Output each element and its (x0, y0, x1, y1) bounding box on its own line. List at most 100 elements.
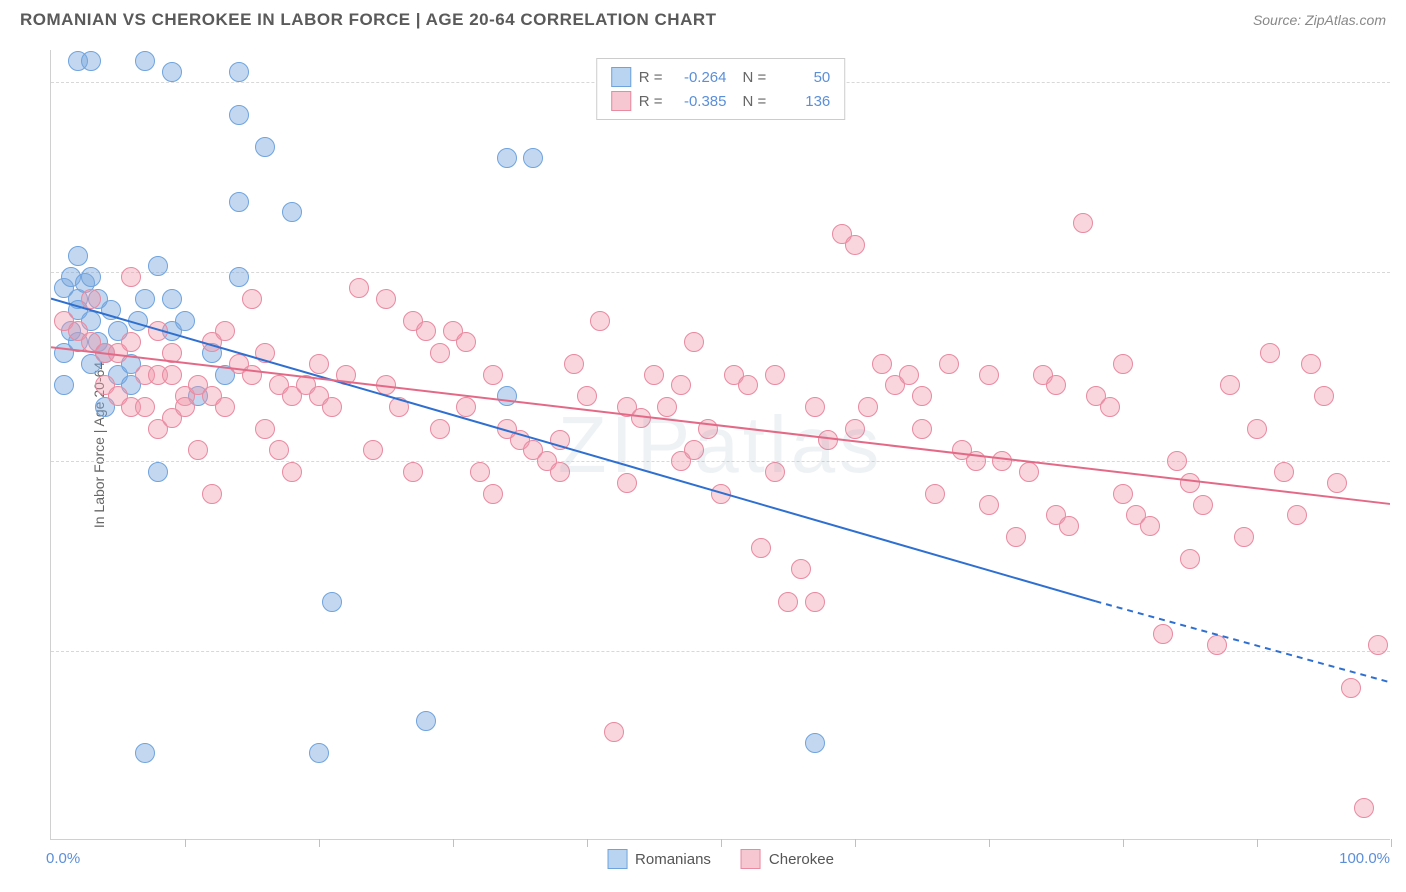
x-tick (319, 839, 320, 847)
scatter-point (81, 289, 101, 309)
scatter-point (215, 397, 235, 417)
scatter-point (765, 365, 785, 385)
scatter-point (1274, 462, 1294, 482)
scatter-point (135, 289, 155, 309)
scatter-point (430, 343, 450, 363)
scatter-point (738, 375, 758, 395)
legend-n-value: 136 (774, 93, 830, 110)
chart-plot-area: In Labor Force | Age 20-64 ZIPatlas R =-… (50, 50, 1390, 840)
grid-line (51, 272, 1390, 273)
scatter-point (229, 192, 249, 212)
scatter-point (322, 592, 342, 612)
scatter-point (309, 743, 329, 763)
scatter-point (202, 484, 222, 504)
scatter-point (1140, 516, 1160, 536)
scatter-point (939, 354, 959, 374)
scatter-point (858, 397, 878, 417)
scatter-point (416, 321, 436, 341)
scatter-point (1301, 354, 1321, 374)
x-tick (721, 839, 722, 847)
scatter-point (1153, 624, 1173, 644)
scatter-point (805, 397, 825, 417)
scatter-point (979, 495, 999, 515)
scatter-point (1260, 343, 1280, 363)
x-tick (587, 839, 588, 847)
scatter-point (1006, 527, 1026, 547)
scatter-point (162, 289, 182, 309)
legend-r-value: -0.385 (671, 93, 727, 110)
legend-n-value: 50 (774, 69, 830, 86)
scatter-point (81, 267, 101, 287)
scatter-point (403, 462, 423, 482)
scatter-point (751, 538, 771, 558)
scatter-point (1234, 527, 1254, 547)
scatter-point (657, 397, 677, 417)
scatter-point (1046, 375, 1066, 395)
scatter-point (121, 267, 141, 287)
scatter-point (1247, 419, 1267, 439)
y-tick-label: 100.0% (1400, 74, 1406, 91)
scatter-point (175, 397, 195, 417)
x-tick (1123, 839, 1124, 847)
y-tick-label: 65.0% (1400, 453, 1406, 470)
scatter-point (389, 397, 409, 417)
scatter-point (1180, 549, 1200, 569)
scatter-point (925, 484, 945, 504)
legend-label: Romanians (635, 851, 711, 868)
scatter-point (912, 386, 932, 406)
scatter-point (1314, 386, 1334, 406)
scatter-point (577, 386, 597, 406)
scatter-point (416, 711, 436, 731)
scatter-point (1019, 462, 1039, 482)
scatter-point (791, 559, 811, 579)
scatter-point (162, 343, 182, 363)
scatter-point (992, 451, 1012, 471)
scatter-point (135, 51, 155, 71)
scatter-point (269, 440, 289, 460)
scatter-point (1180, 473, 1200, 493)
scatter-point (590, 311, 610, 331)
scatter-point (523, 148, 543, 168)
legend-swatch (741, 849, 761, 869)
scatter-point (778, 592, 798, 612)
scatter-point (229, 62, 249, 82)
scatter-point (148, 462, 168, 482)
scatter-point (684, 440, 704, 460)
scatter-point (1354, 798, 1374, 818)
scatter-point (872, 354, 892, 374)
scatter-point (818, 430, 838, 450)
scatter-point (470, 462, 490, 482)
scatter-point (483, 365, 503, 385)
scatter-point (765, 462, 785, 482)
legend-swatch (611, 91, 631, 111)
scatter-point (162, 365, 182, 385)
scatter-point (148, 321, 168, 341)
scatter-point (456, 397, 476, 417)
scatter-point (215, 321, 235, 341)
scatter-point (376, 289, 396, 309)
scatter-point (483, 484, 503, 504)
correlation-legend: R =-0.264N =50R =-0.385N =136 (596, 58, 846, 120)
scatter-point (175, 311, 195, 331)
scatter-point (282, 202, 302, 222)
grid-line (51, 651, 1390, 652)
scatter-point (322, 397, 342, 417)
scatter-point (1327, 473, 1347, 493)
scatter-point (631, 408, 651, 428)
legend-stat-row: R =-0.264N =50 (611, 65, 831, 89)
series-legend: RomaniansCherokee (607, 849, 834, 869)
scatter-point (550, 462, 570, 482)
x-tick (453, 839, 454, 847)
scatter-point (644, 365, 664, 385)
scatter-point (242, 289, 262, 309)
scatter-point (497, 148, 517, 168)
scatter-point (255, 419, 275, 439)
y-tick-label: 82.5% (1400, 263, 1406, 280)
scatter-point (336, 365, 356, 385)
scatter-point (979, 365, 999, 385)
scatter-point (845, 419, 865, 439)
scatter-point (966, 451, 986, 471)
scatter-point (162, 62, 182, 82)
scatter-point (1059, 516, 1079, 536)
scatter-point (1073, 213, 1093, 233)
